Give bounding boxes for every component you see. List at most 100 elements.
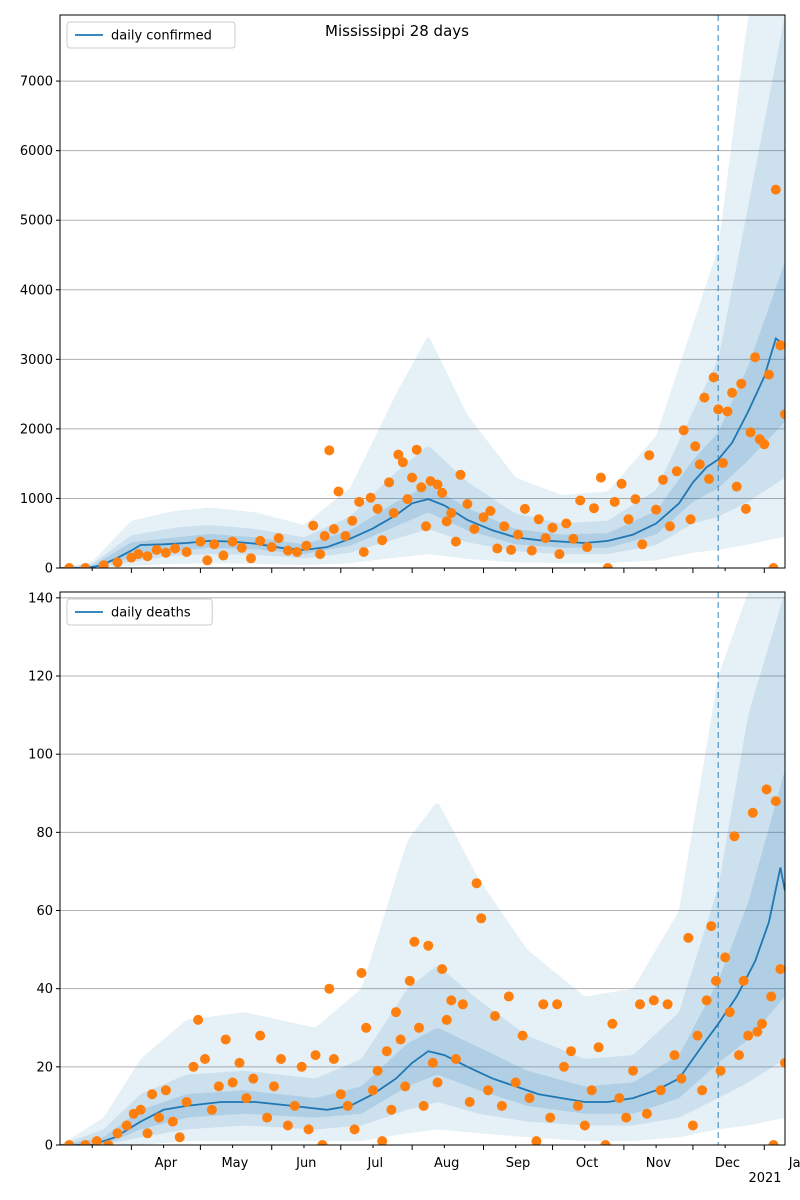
y-tick-label: 3000 bbox=[20, 353, 53, 368]
observed-point bbox=[386, 1104, 397, 1115]
observed-point bbox=[694, 459, 705, 470]
observed-point bbox=[729, 831, 740, 842]
observed-point bbox=[687, 1120, 698, 1131]
observed-point bbox=[740, 503, 751, 514]
observed-point bbox=[64, 563, 75, 568]
x-tick-label: Nov bbox=[646, 1156, 672, 1171]
legend-label: daily deaths bbox=[111, 606, 191, 621]
observed-point bbox=[533, 514, 544, 525]
observed-point bbox=[623, 514, 634, 525]
observed-point bbox=[644, 450, 655, 461]
observed-point bbox=[372, 1065, 383, 1076]
y-tick-label: 80 bbox=[36, 826, 53, 841]
observed-point bbox=[319, 531, 330, 541]
observed-point bbox=[559, 1061, 569, 1072]
observed-point bbox=[457, 999, 468, 1010]
y-tick-label: 140 bbox=[28, 591, 53, 606]
observed-point bbox=[347, 515, 358, 526]
observed-point bbox=[317, 1140, 328, 1145]
observed-point bbox=[437, 487, 448, 498]
band-outer bbox=[60, 592, 785, 1145]
observed-point bbox=[181, 547, 192, 557]
observed-point bbox=[595, 472, 606, 483]
observed-point bbox=[368, 1085, 378, 1096]
observed-point bbox=[328, 1054, 339, 1064]
observed-point bbox=[641, 1108, 652, 1119]
band-outer bbox=[60, 15, 785, 568]
observed-point bbox=[490, 1011, 500, 1021]
observed-point bbox=[510, 1077, 521, 1088]
observed-point bbox=[411, 444, 422, 455]
observed-point bbox=[407, 472, 418, 483]
observed-point bbox=[761, 784, 772, 795]
observed-point bbox=[262, 1112, 273, 1123]
observed-point bbox=[575, 495, 586, 506]
observed-point bbox=[135, 1104, 146, 1115]
observed-point bbox=[450, 1054, 461, 1064]
observed-point bbox=[658, 474, 668, 485]
observed-point bbox=[727, 387, 738, 398]
y-tick-label: 4000 bbox=[20, 283, 53, 298]
observed-point bbox=[308, 520, 319, 531]
x-tick-label: Oct bbox=[576, 1156, 598, 1171]
observed-point bbox=[651, 504, 662, 515]
series-line bbox=[60, 867, 785, 1145]
observed-point bbox=[607, 1018, 618, 1029]
observed-point bbox=[531, 1136, 542, 1145]
observed-point bbox=[365, 492, 376, 503]
observed-point bbox=[450, 536, 461, 547]
series-line bbox=[60, 337, 785, 568]
band-middle bbox=[60, 592, 785, 1145]
observed-point bbox=[315, 549, 326, 560]
observed-point bbox=[255, 535, 266, 546]
observed-point bbox=[266, 542, 277, 553]
axes-frame bbox=[59, 14, 786, 569]
observed-point bbox=[416, 482, 427, 493]
observed-point bbox=[780, 1057, 785, 1068]
observed-point bbox=[724, 1007, 735, 1018]
observed-point bbox=[768, 1140, 779, 1145]
observed-point bbox=[391, 1007, 401, 1018]
observed-point bbox=[662, 999, 673, 1010]
observed-point bbox=[209, 539, 220, 550]
observed-point bbox=[218, 550, 229, 561]
x-tick-label: Jul bbox=[366, 1156, 383, 1171]
observed-point bbox=[64, 1140, 75, 1145]
observed-point bbox=[292, 547, 303, 557]
confirmed-panel: 0 1000 2000 3000 4000 5000 6000 7000 daily confi… bbox=[20, 14, 786, 577]
observed-point bbox=[483, 1085, 494, 1096]
observed-point bbox=[213, 1081, 224, 1092]
observed-point bbox=[446, 508, 457, 518]
observed-point bbox=[711, 975, 721, 986]
observed-point bbox=[593, 1042, 604, 1053]
observed-point bbox=[335, 1089, 346, 1100]
observed-point bbox=[437, 964, 448, 975]
observed-point bbox=[775, 964, 785, 975]
observed-point bbox=[499, 521, 510, 532]
observed-point bbox=[246, 553, 256, 564]
observed-point bbox=[708, 372, 719, 383]
y-tick-label: 2000 bbox=[20, 422, 53, 437]
observed-point bbox=[478, 512, 489, 523]
observed-point bbox=[384, 477, 395, 488]
observed-point bbox=[766, 991, 777, 1002]
observed-point bbox=[552, 999, 563, 1010]
observed-point bbox=[427, 1057, 438, 1068]
observed-point bbox=[181, 1097, 192, 1107]
x-tick-label: Dec bbox=[715, 1156, 740, 1171]
observed-point bbox=[734, 1050, 744, 1061]
observed-point bbox=[404, 975, 415, 986]
observed-point bbox=[342, 1100, 353, 1111]
observed-point bbox=[160, 547, 171, 558]
observed-point bbox=[506, 544, 517, 555]
observed-point bbox=[736, 378, 747, 389]
observed-point bbox=[609, 496, 620, 507]
observed-point bbox=[151, 544, 162, 555]
observed-point bbox=[142, 1128, 153, 1139]
observed-point bbox=[142, 551, 153, 562]
observed-point bbox=[103, 1140, 114, 1145]
observed-point bbox=[524, 1093, 535, 1104]
observed-point bbox=[310, 1050, 321, 1061]
observed-point bbox=[519, 503, 530, 514]
observed-point bbox=[720, 952, 731, 963]
